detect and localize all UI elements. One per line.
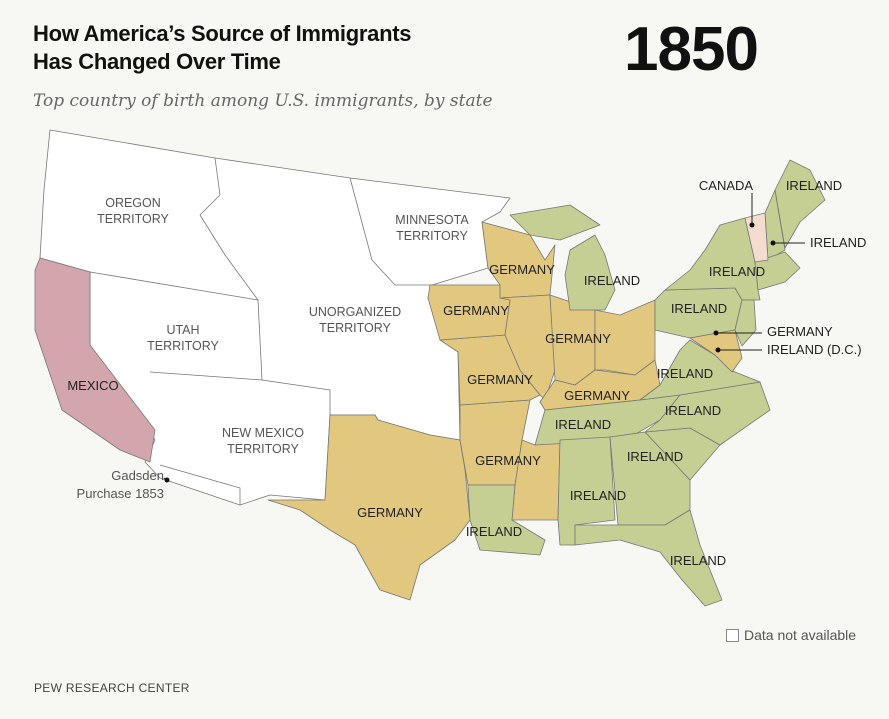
label-line: TERRITORY	[319, 321, 391, 335]
label-virginia: IRELAND	[656, 366, 714, 381]
leader-dots	[164, 222, 776, 483]
state-california	[34, 257, 156, 463]
label-vermont: CANADA	[698, 178, 754, 193]
label-arkansas: GERMANY	[475, 453, 541, 468]
label-dc: IRELAND (D.C.)	[767, 342, 862, 357]
label-utah-territory: UTAH TERRITORY	[147, 322, 219, 354]
source-credit: PEW RESEARCH CENTER	[34, 681, 190, 695]
label-michigan: IRELAND	[583, 273, 641, 288]
label-alabama: IRELAND	[569, 488, 627, 503]
state-michigan-upper	[509, 204, 601, 241]
ireland-states	[467, 159, 826, 607]
state-kentucky	[539, 359, 661, 411]
label-line: Gadsden	[111, 468, 164, 483]
state-new-york	[664, 217, 761, 301]
label-new-york: IRELAND	[708, 264, 766, 279]
label-line: UTAH	[166, 323, 200, 337]
label-tennessee: IRELAND	[554, 417, 612, 432]
state-southern-new-england	[754, 251, 801, 291]
label-line: OREGON	[105, 196, 161, 210]
state-texas	[267, 414, 471, 601]
label-line: TERRITORY	[396, 229, 468, 243]
label-line: TERRITORY	[97, 212, 169, 226]
label-missouri: GERMANY	[467, 372, 533, 387]
label-maine: IRELAND	[785, 178, 843, 193]
label-gadsden-purchase: Gadsden Purchase 1853	[52, 467, 164, 503]
label-louisiana: IRELAND	[465, 524, 523, 539]
label-california: MEXICO	[67, 378, 119, 393]
label-wisconsin: GERMANY	[489, 262, 555, 277]
state-florida	[574, 509, 723, 607]
label-new-mexico-territory: NEW MEXICO TERRITORY	[222, 425, 304, 457]
label-maryland: GERMANY	[767, 324, 833, 339]
label-iowa: GERMANY	[443, 303, 509, 318]
label-illinois-indiana: GERMANY	[545, 331, 611, 346]
territory-border	[159, 464, 241, 505]
state-louisiana	[467, 484, 546, 556]
label-line: TERRITORY	[147, 339, 219, 353]
label-north-carolina: IRELAND	[664, 403, 722, 418]
year-label: 1850	[624, 15, 759, 84]
title-line-2: Has Changed Over Time	[33, 49, 281, 74]
germany-states	[267, 221, 661, 601]
chart-title: How America’s Source of Immigrants Has C…	[33, 20, 411, 76]
label-line: UNORGANIZED	[308, 305, 402, 319]
label-line: MINNESOTA	[395, 213, 469, 227]
territory-border	[349, 177, 432, 286]
label-florida: IRELAND	[669, 553, 727, 568]
label-south-carolina-georgia: IRELAND	[626, 449, 684, 464]
label-pennsylvania: IRELAND	[670, 301, 728, 316]
subtitle: Top country of birth among U.S. immigran…	[33, 91, 493, 111]
label-line: Purchase 1853	[76, 486, 164, 501]
label-minnesota-territory: MINNESOTA TERRITORY	[395, 212, 468, 244]
legend-label: Data not available	[744, 627, 857, 643]
state-new-jersey	[734, 299, 757, 347]
legend: Data not available	[726, 627, 856, 643]
label-oregon-territory: OREGON TERRITORY	[97, 195, 169, 227]
territory-border	[89, 157, 259, 301]
label-unorganized-territory: UNORGANIZED TERRITORY	[309, 304, 401, 336]
label-line: TERRITORY	[227, 442, 299, 456]
no-data-swatch	[726, 628, 739, 642]
label-line: NEW MEXICO	[222, 426, 304, 440]
state-michigan	[564, 234, 616, 311]
state-maine	[774, 159, 826, 249]
territory-border	[261, 379, 331, 415]
label-kentucky: GERMANY	[564, 388, 630, 403]
label-texas: GERMANY	[357, 505, 423, 520]
label-new-hampshire: IRELAND	[810, 235, 867, 250]
title-line-1: How America’s Source of Immigrants	[33, 21, 412, 46]
